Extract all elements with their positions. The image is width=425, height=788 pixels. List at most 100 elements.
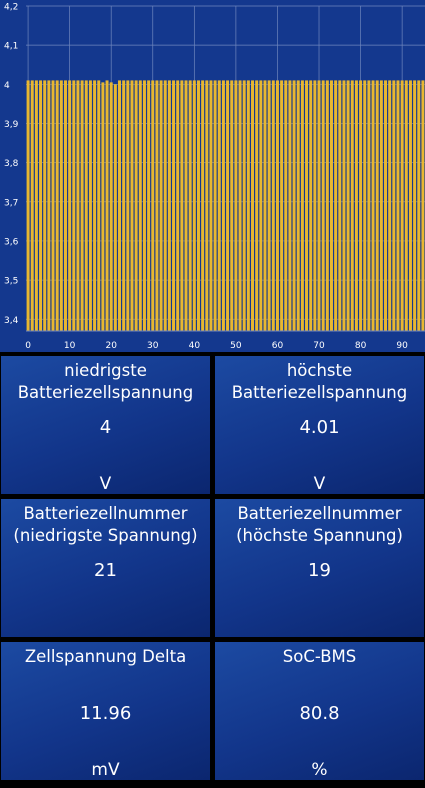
bar [39, 80, 43, 332]
bar [417, 80, 421, 332]
bar [68, 80, 72, 332]
bar [354, 80, 358, 332]
bar [321, 80, 325, 332]
bar [172, 80, 176, 332]
bar [167, 80, 171, 332]
y-tick-label: 3,9 [4, 120, 19, 130]
bar [359, 80, 363, 332]
bar [176, 80, 180, 332]
panel-value: 11.96 [79, 703, 132, 724]
y-tick-label: 4,1 [4, 42, 18, 52]
x-tick-label: 10 [64, 341, 76, 351]
bar [421, 80, 425, 332]
panel-cell-voltage-delta[interactable]: Zellspannung Delta 11.96 mV [1, 642, 210, 780]
panel-value: 4.01 [299, 417, 340, 438]
bar [130, 80, 134, 332]
bar [300, 80, 304, 332]
y-tick-label: 4,2 [4, 3, 18, 13]
bar [363, 80, 367, 332]
bar [109, 82, 113, 331]
bar [184, 80, 188, 332]
cell-voltage-chart: 3,4 3,5 3,6 3,7 3,8 3,9 4 4,1 4,2 0 10 20 30 40 50 60 70… [0, 0, 425, 352]
bar [97, 80, 101, 332]
bar [226, 80, 230, 332]
bar [221, 80, 225, 332]
bar [408, 80, 412, 332]
bar [296, 80, 300, 332]
panel-value: 19 [308, 560, 331, 581]
bar [413, 80, 417, 332]
bar [209, 80, 213, 332]
bar [217, 80, 221, 332]
bar [379, 80, 383, 332]
x-tick-label: 50 [230, 341, 242, 351]
bar [26, 80, 30, 332]
panel-title: Zellspannung Delta [24, 647, 187, 666]
bar [51, 80, 55, 332]
panel-title: Batteriezellnummer (niedrigste Spannung) [13, 504, 198, 545]
y-tick-label: 3,5 [4, 277, 18, 287]
panel-title: SoC-BMS [282, 647, 357, 666]
bar [342, 80, 346, 332]
panel-highest-cell-voltage[interactable]: höchste Batteriezellspannung 4.01 V [215, 356, 424, 494]
bar [155, 80, 159, 332]
bar [213, 80, 217, 332]
bar [188, 80, 192, 332]
x-tick-label: 30 [147, 341, 159, 351]
bar [180, 80, 184, 332]
x-tick-label: 60 [272, 341, 284, 351]
panel-unit: V [313, 474, 326, 494]
bar [404, 80, 408, 332]
panel-highest-cell-number[interactable]: Batteriezellnummer (höchste Spannung) 19 [215, 499, 424, 637]
bar [271, 80, 275, 332]
panel-soc-bms[interactable]: SoC-BMS 80.8 % [215, 642, 424, 780]
y-tick-label: 4 [4, 81, 10, 91]
bar [317, 80, 321, 332]
bar [275, 80, 279, 332]
bar [93, 80, 97, 332]
panel-lowest-cell-number[interactable]: Batteriezellnummer (niedrigste Spannung)… [1, 499, 210, 637]
panel-lowest-cell-voltage[interactable]: niedrigste Batteriezellspannung 4 V [1, 356, 210, 494]
bar [284, 80, 288, 332]
panel-value: 80.8 [299, 703, 340, 724]
bar [288, 80, 292, 332]
panel-unit: V [99, 474, 112, 494]
bar [371, 80, 375, 332]
bar [388, 80, 392, 332]
bar [101, 82, 105, 331]
bar [47, 80, 51, 332]
bar [88, 80, 92, 332]
bar [313, 80, 317, 332]
bar [134, 80, 138, 332]
panel-title: Batteriezellnummer (höchste Spannung) [236, 504, 403, 545]
bar [138, 80, 142, 332]
bar [84, 80, 88, 332]
bar [396, 80, 400, 332]
bar [63, 80, 67, 332]
bar [230, 80, 234, 332]
bar [350, 80, 354, 332]
bar [55, 80, 59, 332]
x-tick-label: 70 [313, 341, 325, 351]
bar [392, 80, 396, 332]
bar [72, 80, 76, 332]
bar [201, 80, 205, 332]
bar [59, 80, 63, 332]
bar [329, 80, 333, 332]
bar [309, 80, 313, 332]
bar [147, 80, 151, 332]
bar [338, 80, 342, 332]
bar [267, 80, 271, 332]
bar [251, 80, 255, 332]
bar [142, 80, 146, 332]
bar [242, 80, 246, 332]
bar [113, 84, 117, 331]
bar [280, 80, 284, 332]
bar [118, 80, 122, 332]
cell-voltage-chart-svg: 3,4 3,5 3,6 3,7 3,8 3,9 4 4,1 4,2 0 10 20 30 40 50 60 70… [4, 3, 425, 351]
bar [205, 80, 209, 332]
bar [196, 80, 200, 332]
bar [346, 80, 350, 332]
y-tick-label: 3,7 [4, 198, 18, 208]
bar [163, 80, 167, 332]
